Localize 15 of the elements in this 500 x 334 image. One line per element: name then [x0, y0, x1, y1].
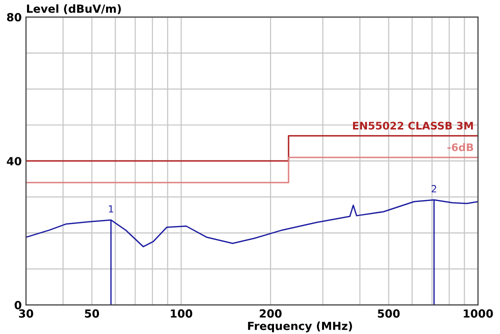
series-label: EN55022 CLASSB 3M [353, 122, 473, 130]
y-tick-label: 80 [7, 13, 22, 22]
series-label: -6dB [447, 143, 474, 152]
y-axis-title: Level (dBuV/m) [27, 4, 121, 14]
x-tick-label: 100 [170, 309, 192, 318]
annotation: 2 [432, 185, 436, 192]
x-tick-label: 200 [260, 309, 282, 318]
x-tick-label: 500 [378, 309, 400, 318]
annotation: 1 [108, 205, 114, 212]
x-tick-label: 50 [84, 309, 100, 318]
x-tick-label: 1000 [464, 309, 493, 318]
x-axis-title: Frequency (MHz) [248, 322, 352, 332]
y-tick-label: 40 [6, 156, 22, 166]
x-tick-label: 30 [19, 309, 34, 318]
y-tick-label: 0 [14, 300, 22, 310]
